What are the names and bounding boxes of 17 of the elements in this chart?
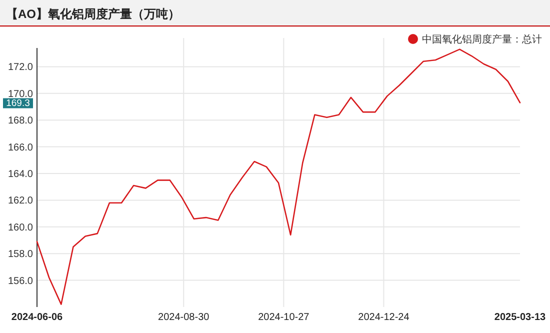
y-tick-label: 158.0 — [8, 249, 34, 260]
x-tick-label: 2024-08-30 — [158, 312, 210, 323]
x-tick-label: 2024-06-06 — [11, 312, 64, 323]
y-tick-label: 156.0 — [8, 276, 34, 287]
chart-title: 【AO】氧化铝周度产量（万吨） — [6, 7, 180, 21]
x-tick-label: 2025-03-13 — [494, 312, 546, 323]
x-tick-label: 2024-12-24 — [358, 312, 410, 323]
y-tick-label: 164.0 — [8, 168, 34, 180]
y-tick-label: 170.0 — [8, 88, 34, 100]
y-tick-label: 172.0 — [8, 62, 34, 74]
y-tick-label: 166.0 — [8, 142, 34, 154]
y-tick-label: 168.0 — [8, 116, 34, 127]
y-tick-label: 162.0 — [8, 196, 34, 207]
x-tick-label: 2024-10-27 — [258, 312, 310, 323]
y-tick-label: 160.0 — [8, 222, 34, 234]
legend: 中国氧化铝周度产量：总计 — [408, 34, 542, 46]
annotation: 169.3 — [3, 98, 33, 110]
